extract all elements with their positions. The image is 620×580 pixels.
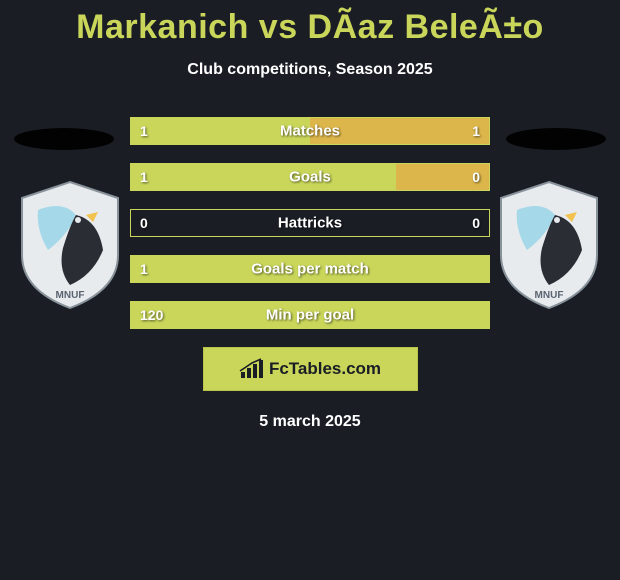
mnufc-crest-icon: MNUF: [497, 180, 602, 310]
stat-value-left: 1: [140, 123, 148, 139]
logo-shadow-right: [506, 128, 606, 150]
stat-value-left: 1: [140, 261, 148, 277]
page-title: Markanich vs DÃ­az BeleÃ±o: [0, 0, 620, 47]
logo-shadow-left: [14, 128, 114, 150]
svg-text:MNUF: MNUF: [535, 290, 564, 301]
team-logo-left: MNUF: [18, 180, 123, 310]
stat-row: 1 Goals per match: [130, 255, 490, 283]
stat-value-right: 0: [472, 169, 480, 185]
stat-row: 120 Min per goal: [130, 301, 490, 329]
stat-bar-left: [130, 163, 396, 191]
stat-value-right: 0: [472, 215, 480, 231]
date-label: 5 march 2025: [0, 413, 620, 431]
svg-text:MNUF: MNUF: [56, 290, 85, 301]
stat-label: Min per goal: [266, 307, 354, 324]
brand-text: FcTables.com: [269, 359, 381, 379]
stat-row: 0 0 Hattricks: [130, 209, 490, 237]
stat-value-right: 1: [472, 123, 480, 139]
subtitle: Club competitions, Season 2025: [0, 61, 620, 79]
stat-row: 1 1 Matches: [130, 117, 490, 145]
stat-label: Goals per match: [251, 261, 369, 278]
stat-label: Matches: [280, 123, 340, 140]
stat-value-left: 1: [140, 169, 148, 185]
stat-label: Goals: [289, 169, 331, 186]
stat-value-left: 120: [140, 307, 163, 323]
stat-row: 1 0 Goals: [130, 163, 490, 191]
brand-badge[interactable]: FcTables.com: [203, 347, 418, 391]
stat-label: Hattricks: [278, 215, 342, 232]
team-logo-right: MNUF: [497, 180, 602, 310]
stat-value-left: 0: [140, 215, 148, 231]
stats-bars: 1 1 Matches 1 0 Goals 0 0 Hattricks 1 Goals per ma…: [130, 117, 490, 329]
bar-chart-icon: [239, 358, 265, 380]
mnufc-crest-icon: MNUF: [18, 180, 123, 310]
